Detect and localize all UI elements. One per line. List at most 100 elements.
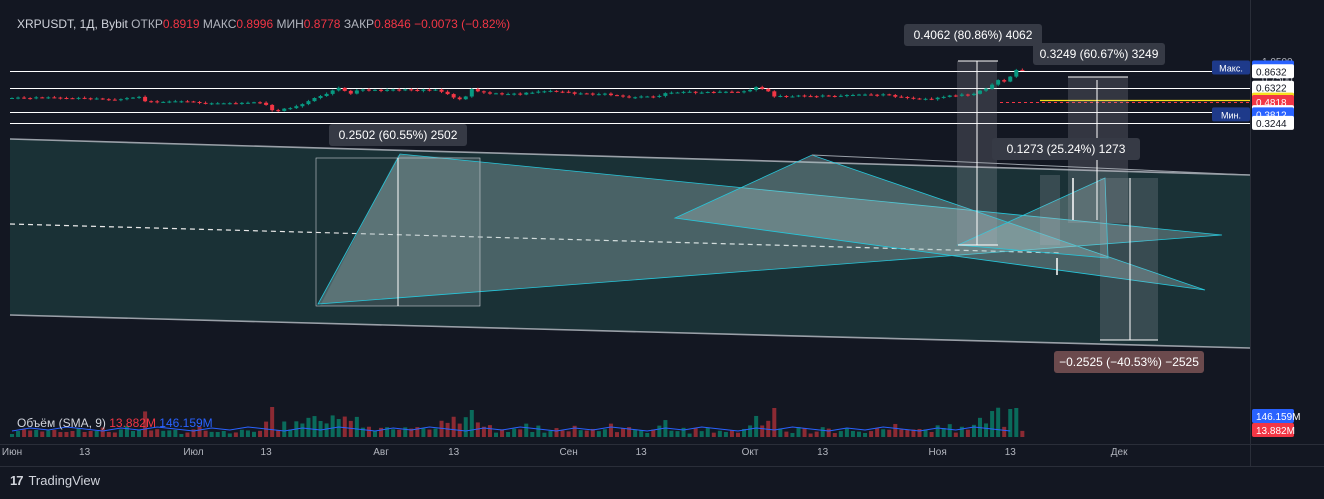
volume-bar xyxy=(790,433,795,437)
candle-body xyxy=(778,96,783,98)
candle-body xyxy=(433,89,438,91)
volume-bar xyxy=(596,431,601,437)
candle-body xyxy=(808,96,813,98)
candle-body xyxy=(463,96,468,100)
candle-body xyxy=(802,95,807,97)
candle-body xyxy=(887,94,892,96)
volume-bar xyxy=(221,431,226,437)
volume-bar xyxy=(475,422,480,437)
candle-body xyxy=(276,110,281,112)
candle-body xyxy=(149,101,154,103)
x-tick-label: 13 xyxy=(636,447,648,458)
volume-bar xyxy=(923,429,928,437)
volume-bar xyxy=(536,425,541,437)
volume-legend[interactable]: Объём (SMA, 9) 13.882M 146.159M xyxy=(17,416,213,430)
candle-body xyxy=(161,101,166,103)
candle-body xyxy=(76,97,81,99)
volume-bar xyxy=(58,432,63,437)
candle-body xyxy=(881,94,886,96)
candle-body xyxy=(360,89,365,91)
candle-body xyxy=(124,98,129,100)
candle-body xyxy=(796,95,801,97)
label-layer: 0.9277Макс.0.86320.63220.50440.48180.397… xyxy=(329,24,1300,437)
candle-body xyxy=(699,92,704,94)
candle-body xyxy=(330,90,335,94)
volume-bar xyxy=(197,426,202,437)
candle-body xyxy=(348,90,353,94)
volume-bar xyxy=(627,427,632,437)
volume-bar xyxy=(863,433,868,437)
candle-body xyxy=(935,97,940,100)
volume-bar xyxy=(953,432,958,437)
candle-body xyxy=(742,91,747,93)
candle-body xyxy=(947,95,952,97)
candle-body xyxy=(530,92,535,94)
volume-bar xyxy=(276,430,281,437)
volume-bar xyxy=(52,430,57,437)
volume-bar xyxy=(1020,430,1025,437)
candle-body xyxy=(645,96,650,98)
candle-layer xyxy=(10,68,1025,112)
channel-top-line xyxy=(9,138,1251,176)
volume-bar xyxy=(506,432,511,437)
measure-label: 0.1273 (25.24%) 1273 xyxy=(1007,142,1126,156)
candle-body xyxy=(131,97,135,99)
price-tag-text: 13.882M xyxy=(1256,426,1295,437)
volume-bar xyxy=(336,419,341,437)
measure-layer xyxy=(315,60,1158,341)
high-label: МАКС xyxy=(202,17,237,31)
volume-bar xyxy=(354,416,359,437)
candle-body xyxy=(941,96,946,98)
volume-bar xyxy=(584,430,589,437)
volume-bar xyxy=(312,416,317,437)
volume-bar xyxy=(645,433,650,437)
volume-bar xyxy=(729,430,734,437)
volume-bar xyxy=(227,433,232,437)
candle-body xyxy=(137,96,142,98)
candle-body xyxy=(736,91,740,93)
volume-bar xyxy=(947,424,952,437)
symbol-title[interactable]: XRPUSDT, 1Д, Bybit xyxy=(17,17,128,31)
candle-body xyxy=(784,96,789,98)
price-tag-text: 0.6322 xyxy=(1256,84,1287,95)
candle-body xyxy=(252,102,256,104)
open-label: ОТКР xyxy=(131,17,163,31)
volume-bar xyxy=(687,433,692,437)
candle-body xyxy=(487,92,492,94)
volume-bar xyxy=(736,432,740,437)
candle-body xyxy=(669,92,674,94)
candle-body xyxy=(500,93,505,95)
candle-body xyxy=(863,94,868,96)
volume-bar xyxy=(548,430,553,437)
volume-bar xyxy=(572,425,577,437)
candle-body xyxy=(88,98,93,100)
candle-body xyxy=(663,93,668,96)
volume-bar xyxy=(699,431,704,437)
candle-body xyxy=(959,94,964,96)
candle-body xyxy=(300,104,305,107)
volume-bar xyxy=(421,428,426,437)
candle-body xyxy=(711,91,716,93)
candle-body xyxy=(524,92,529,95)
candle-body xyxy=(185,101,190,103)
volume-bar xyxy=(881,429,886,437)
x-tick-label: 13 xyxy=(448,447,460,458)
x-tick-label: Июн xyxy=(2,447,22,458)
volume-bar xyxy=(802,428,807,437)
volume-bar xyxy=(929,431,934,437)
volume-bar xyxy=(705,427,710,437)
brand-logo[interactable]: 17 TradingView xyxy=(10,473,100,488)
volume-bar xyxy=(917,428,922,437)
x-tick-label: Дек xyxy=(1111,447,1128,458)
price-tag-text: 0.8632 xyxy=(1256,67,1287,78)
x-tick-label: Окт xyxy=(742,447,759,458)
volume-bar xyxy=(40,431,45,437)
x-tick-label: Июл xyxy=(183,447,203,458)
volume-bar xyxy=(560,430,565,437)
x-tick-label: 13 xyxy=(817,447,829,458)
candle-body xyxy=(173,101,178,103)
candle-body xyxy=(457,97,462,100)
candle-body xyxy=(996,80,1001,85)
volume-bar xyxy=(481,426,486,437)
